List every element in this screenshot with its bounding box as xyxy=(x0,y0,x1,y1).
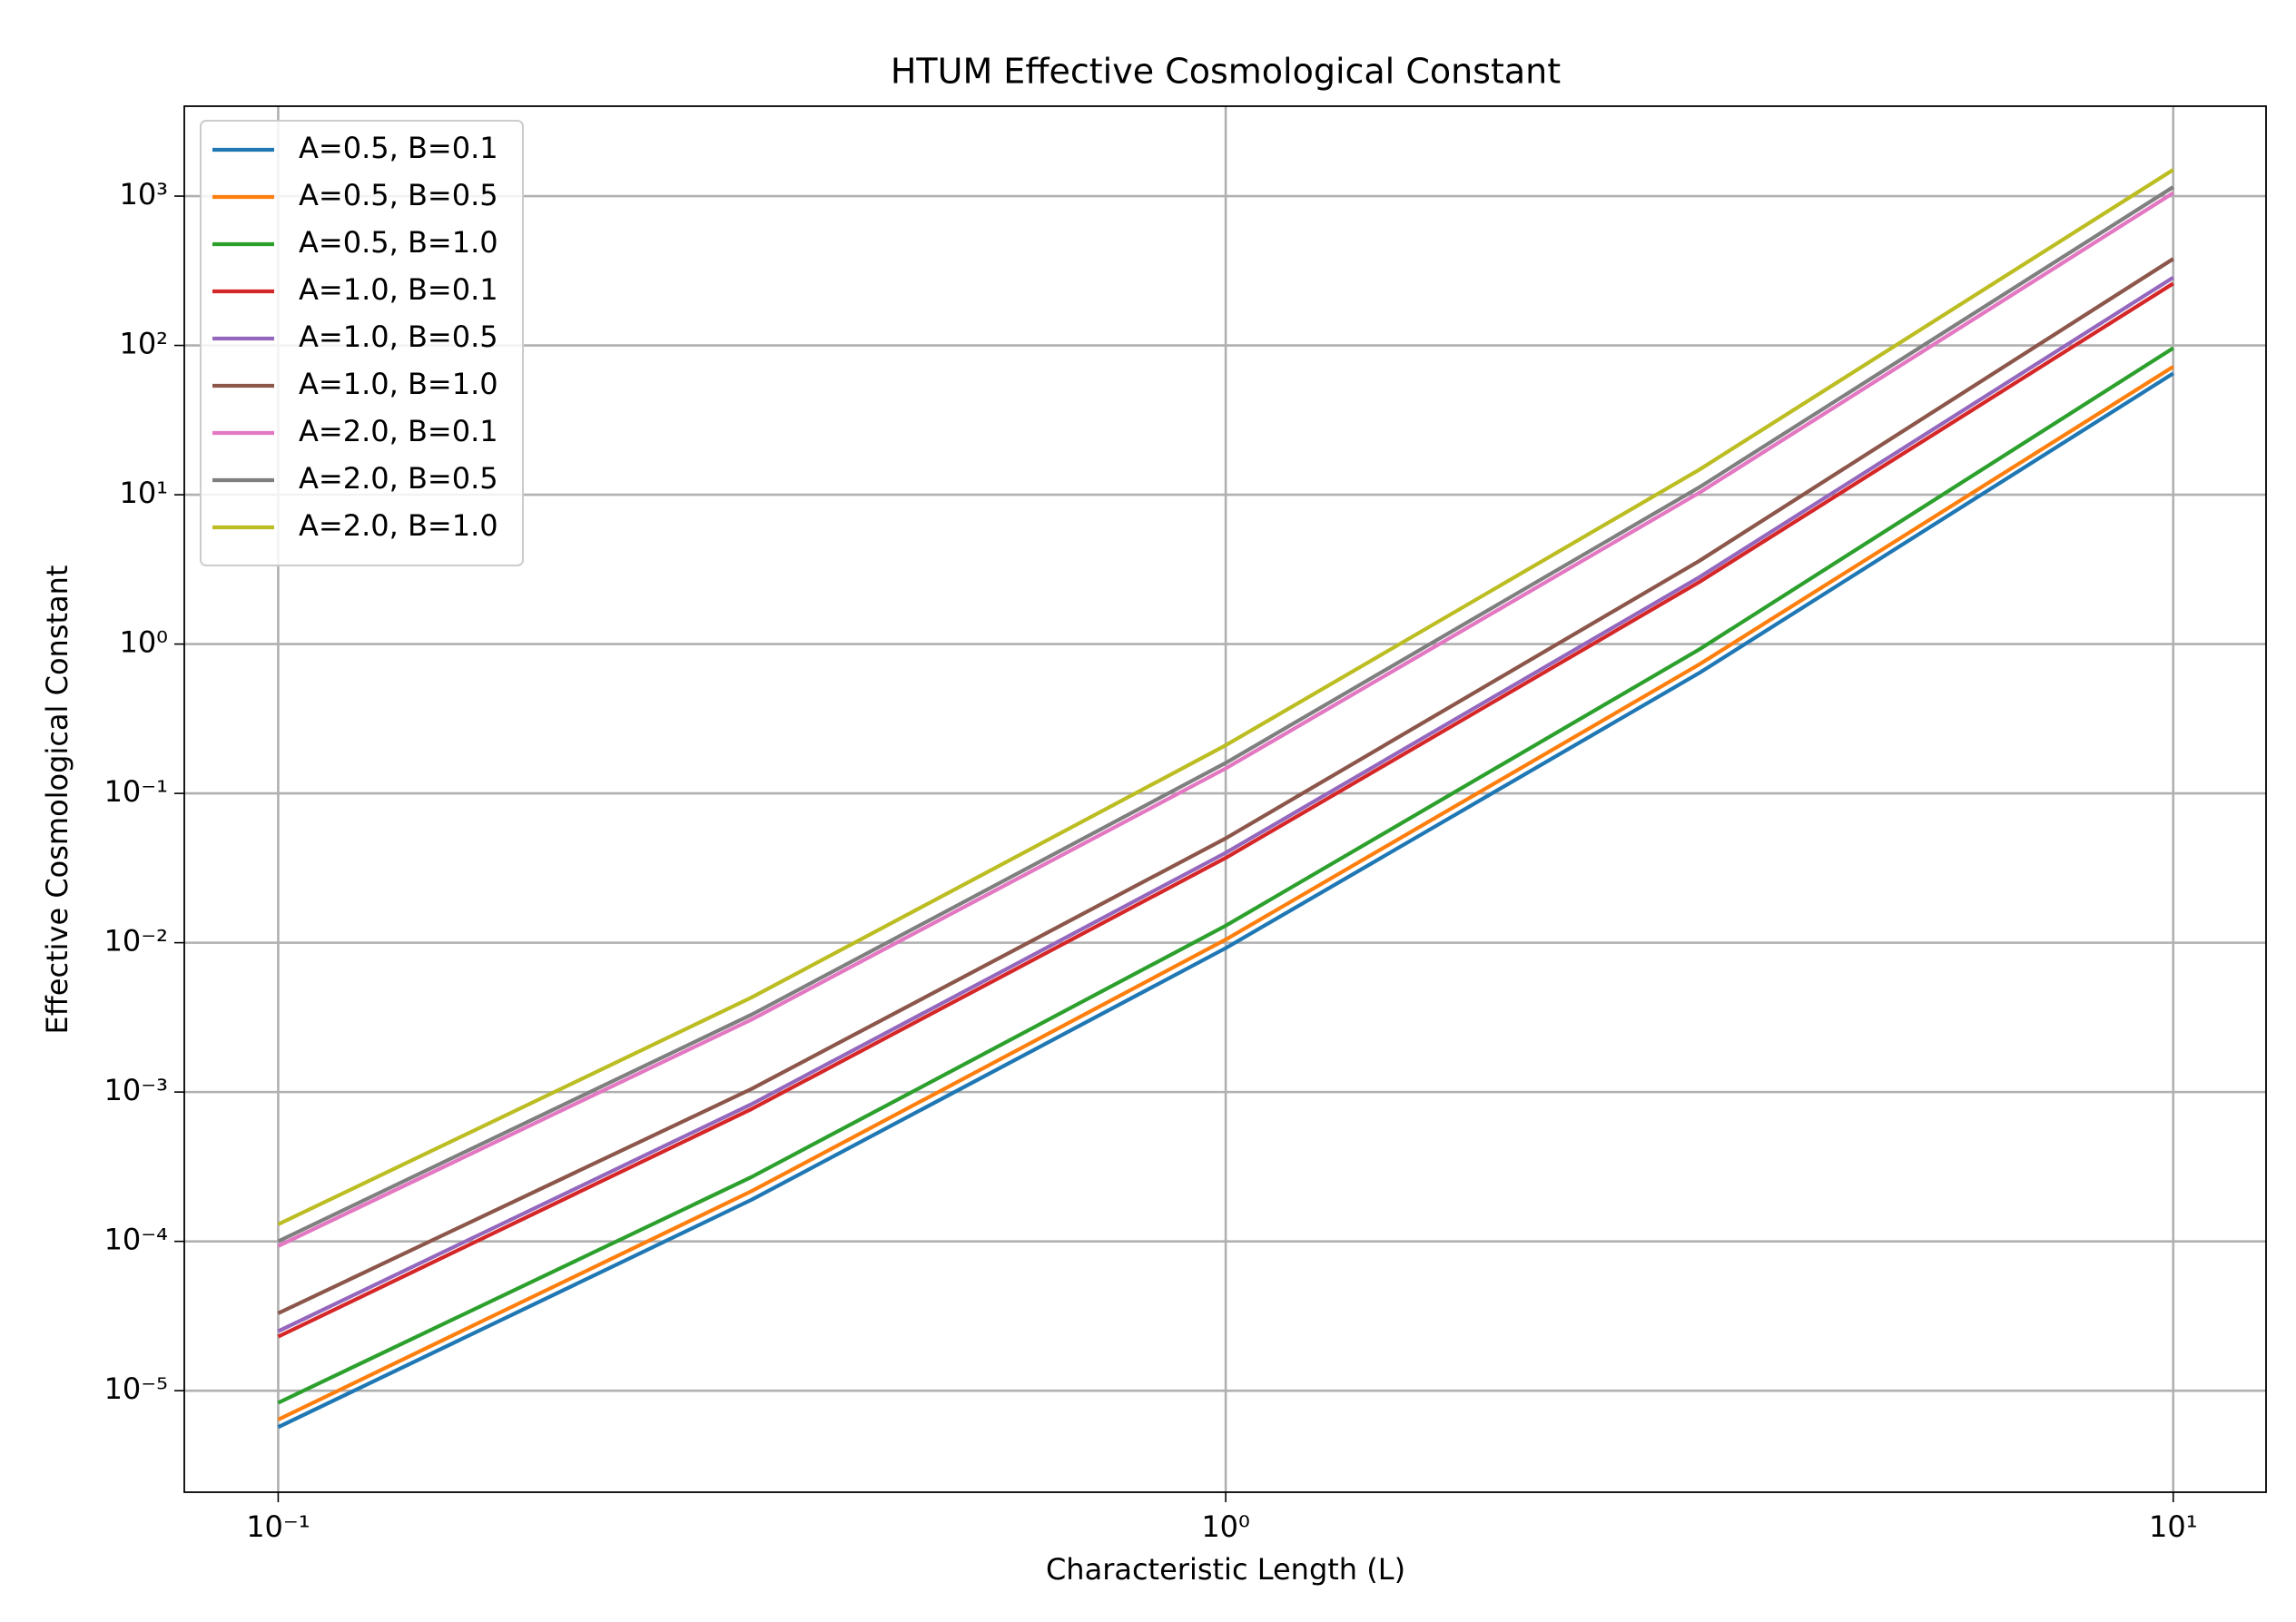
y-tick-label: 10¹ xyxy=(119,476,168,510)
y-tick-label: 10³ xyxy=(119,177,168,211)
series-line xyxy=(277,371,2174,1430)
y-tick-label: 10⁻³ xyxy=(104,1073,168,1107)
series-line xyxy=(277,365,2174,1421)
legend-label: A=0.5, B=1.0 xyxy=(299,225,498,260)
x-tick-label: 10⁻¹ xyxy=(246,1509,310,1544)
x-tick-label: 10⁰ xyxy=(1201,1509,1250,1544)
plot-frame xyxy=(183,105,2267,1493)
series-line xyxy=(277,257,2174,1315)
y-tick-label: 10⁰ xyxy=(119,625,168,660)
y-tick-label: 10⁻² xyxy=(104,924,168,958)
series-line xyxy=(277,185,2174,1244)
series-line xyxy=(277,168,2174,1226)
legend-label: A=1.0, B=0.5 xyxy=(299,319,498,354)
series-line xyxy=(277,191,2174,1248)
legend-label: A=2.0, B=1.0 xyxy=(299,508,498,543)
y-tick-label: 10² xyxy=(119,327,168,361)
y-axis-label: Effective Cosmological Constant xyxy=(40,565,74,1035)
series-line xyxy=(277,275,2174,1333)
y-tick-label: 10⁻¹ xyxy=(104,774,168,809)
x-axis-label: Characteristic Length (L) xyxy=(1046,1552,1405,1587)
legend-label: A=1.0, B=0.1 xyxy=(299,272,498,307)
legend-label: A=0.5, B=0.1 xyxy=(299,131,498,165)
y-tick-label: 10⁻⁵ xyxy=(104,1371,168,1406)
legend-label: A=2.0, B=0.5 xyxy=(299,461,498,496)
legend-label: A=1.0, B=1.0 xyxy=(299,367,498,401)
y-tick-label: 10⁻⁴ xyxy=(104,1223,168,1257)
legend-box xyxy=(200,120,524,566)
legend-label: A=2.0, B=0.1 xyxy=(299,414,498,448)
legend-label: A=0.5, B=0.5 xyxy=(299,178,498,212)
series-line xyxy=(277,346,2174,1405)
x-tick-label: 10¹ xyxy=(2149,1509,2198,1544)
series-line xyxy=(277,281,2174,1339)
chart-title: HTUM Effective Cosmological Constant xyxy=(891,52,1561,92)
